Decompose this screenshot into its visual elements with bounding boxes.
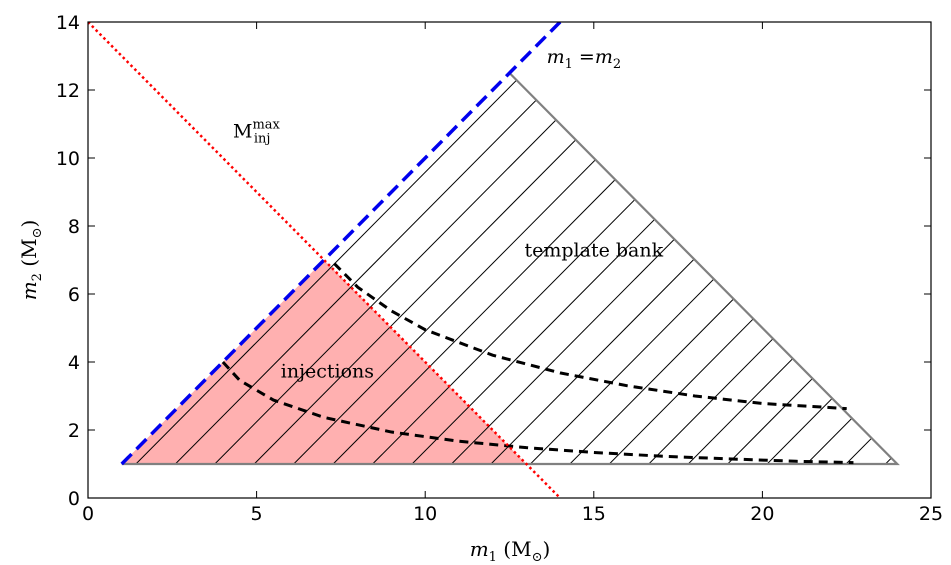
- x-tick-label: 15: [582, 503, 606, 525]
- equal-mass-label: m1 =m2: [547, 46, 622, 72]
- y-tick-label: 4: [68, 352, 80, 374]
- hatch-line: [121, 73, 575, 464]
- x-tick-label: 20: [750, 503, 774, 525]
- x-tick-label: 10: [413, 503, 437, 525]
- contour-2: [333, 262, 847, 411]
- y-tick-label: 8: [68, 216, 80, 238]
- template-bank-label: template bank: [524, 240, 663, 262]
- labels: m1 (M⊙) m2 (M⊙) template bank injections m1 …: [17, 46, 664, 565]
- injections-label: injections: [281, 360, 374, 382]
- plot-frame: [87, 21, 932, 499]
- contour-1: [221, 360, 854, 465]
- hatch-line: [141, 73, 615, 464]
- x-axis-label: m1 (M⊙): [470, 537, 551, 565]
- injections-region: [121, 260, 527, 464]
- hatch-line: [614, 73, 898, 464]
- y-tick-label: 10: [56, 148, 80, 170]
- hatch-line: [733, 73, 898, 464]
- hatch-line: [851, 73, 898, 464]
- template-bank-edge: [121, 72, 900, 466]
- x-tick-label: 0: [82, 503, 94, 525]
- mmax-injection-line: [88, 22, 561, 498]
- hatch-line: [772, 73, 898, 464]
- y-tick-label: 0: [68, 488, 80, 510]
- hatch-line: [654, 73, 898, 464]
- y-axis-label: m2 (M⊙): [17, 220, 45, 301]
- hatch-line: [931, 22, 951, 498]
- hatch-line: [811, 73, 898, 464]
- y-tick-label: 2: [68, 420, 80, 442]
- hatch-line: [693, 73, 898, 464]
- mmax-injection-label: Mmax inj: [233, 118, 281, 147]
- y-tick-label: 14: [56, 12, 80, 34]
- hatch-line: [890, 73, 898, 464]
- hatch-line: [0, 22, 101, 498]
- axes: 0 5 10 15 20 25 0 2 4 6 8 10 12 14: [56, 12, 943, 525]
- x-tick-label: 5: [251, 503, 263, 525]
- plot-area: [0, 22, 951, 498]
- y-tick-label: 12: [56, 80, 80, 102]
- x-tick-label: 25: [919, 503, 943, 525]
- y-tick-label: 6: [68, 284, 80, 306]
